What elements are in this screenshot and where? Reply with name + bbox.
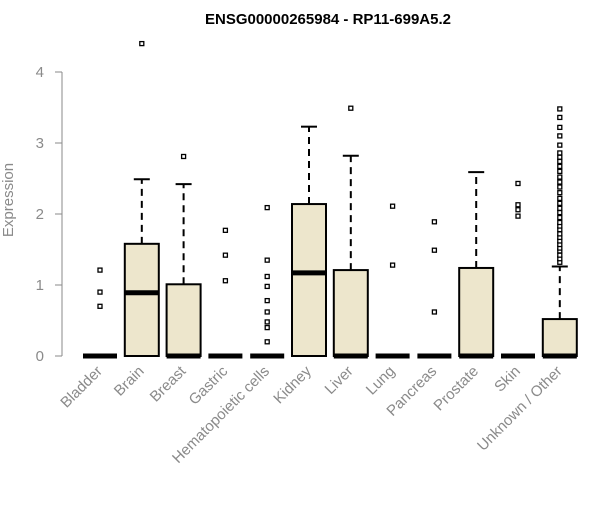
outlier-point (557, 252, 563, 258)
outlier-point (222, 227, 229, 233)
x-tick-label: Skin (491, 363, 524, 396)
outlier-point (222, 252, 229, 258)
outlier-point (264, 297, 270, 304)
outlier-point (557, 163, 563, 170)
box-rect (291, 203, 327, 357)
outlier-point (389, 203, 396, 209)
outlier-point (515, 207, 521, 213)
outlier-point (389, 262, 396, 268)
outlier-point (97, 267, 103, 273)
box-breast (165, 153, 202, 359)
outlier-point (557, 209, 563, 216)
outlier-point (97, 303, 103, 309)
outlier-point (557, 219, 563, 226)
y-tick-label: 2 (36, 206, 44, 223)
outlier-point (557, 231, 563, 237)
outlier-point (557, 179, 563, 185)
outlier-point (264, 204, 270, 211)
x-tick-label: Breast (147, 362, 190, 405)
box-rect (458, 266, 495, 357)
outlier-point (264, 324, 270, 331)
box-lung (375, 203, 410, 359)
outlier-point (264, 273, 270, 280)
y-axis-label: Expression (0, 163, 17, 237)
outlier-point (557, 124, 563, 131)
y-tick-label: 4 (36, 64, 44, 81)
outlier-point (557, 150, 563, 156)
x-tick-label: Brain (111, 363, 148, 400)
outlier-point (557, 114, 563, 121)
outlier-point (557, 168, 563, 175)
box-series (83, 40, 578, 359)
outlier-point (557, 133, 563, 139)
outlier-point (264, 283, 270, 290)
outlier-point (515, 180, 521, 187)
outlier-point (515, 202, 521, 208)
outlier-point (264, 257, 270, 263)
box-bladder (83, 267, 117, 359)
outlier-point (348, 105, 354, 111)
box-prostate (458, 171, 495, 359)
box-rect (123, 242, 160, 358)
y-axis-ticks: 0 1 2 3 4 (36, 64, 62, 365)
box-liver (332, 105, 369, 359)
outlier-point (557, 214, 563, 221)
outlier-point (557, 174, 563, 180)
outlier-point (222, 278, 229, 284)
box-gastric (208, 227, 243, 359)
outlier-point (557, 205, 563, 211)
outlier-point (431, 219, 438, 225)
box-unknown-other (541, 106, 578, 359)
outlier-point (515, 213, 521, 219)
box-kidney (291, 125, 327, 357)
outlier-point (557, 195, 563, 202)
y-tick-label: 1 (36, 277, 44, 294)
outlier-point (97, 289, 103, 295)
x-tick-label: Bladder (57, 363, 106, 412)
box-skin (501, 180, 535, 359)
outlier-point (139, 40, 145, 47)
outlier-point (557, 142, 563, 148)
y-tick-label: 0 (36, 348, 44, 365)
box-rect (165, 283, 202, 358)
outlier-point (557, 158, 563, 165)
outlier-point (557, 154, 563, 160)
chart-title: ENSG00000265984 - RP11-699A5.2 (205, 11, 451, 28)
outlier-point (557, 184, 563, 190)
box-rect (332, 269, 369, 357)
x-tick-label: Prostate (430, 363, 482, 415)
box-pancreas (417, 219, 452, 359)
outlier-point (180, 153, 187, 160)
x-tick-label: Liver (322, 363, 357, 398)
box-hematopoietic-cells (250, 204, 285, 359)
y-tick-label: 3 (36, 135, 44, 152)
outlier-point (431, 309, 438, 315)
x-tick-label: Lung (363, 363, 399, 399)
outlier-point (431, 247, 438, 253)
outlier-point (557, 190, 563, 196)
box-rect (541, 318, 578, 357)
x-tick-label: Kidney (270, 362, 315, 407)
box-brain (123, 40, 160, 358)
outlier-point (264, 339, 270, 345)
outlier-point (557, 106, 563, 112)
outlier-point (557, 200, 563, 207)
outlier-point (264, 319, 270, 325)
outlier-point (264, 309, 270, 315)
